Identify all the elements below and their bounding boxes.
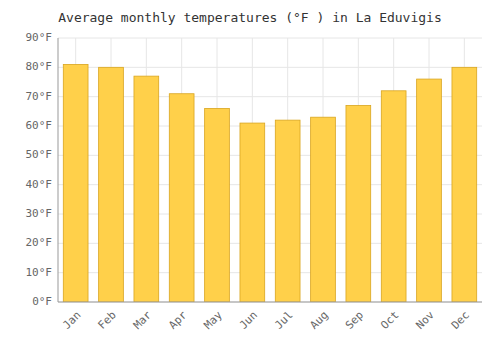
x-tick-label: Jul xyxy=(272,309,295,332)
x-tick-label: Mar xyxy=(131,308,155,332)
bar xyxy=(205,108,230,302)
bar xyxy=(240,123,265,302)
y-grid-line xyxy=(58,302,482,303)
y-axis-line xyxy=(58,38,59,302)
x-tick-label: Oct xyxy=(378,309,401,332)
x-tick-label: Sep xyxy=(343,309,366,332)
chart-root: 0°F 10°F 20°F 30°F 40°F 50°F 60°F 70°F 80°F 90°F J… xyxy=(0,0,500,350)
bar xyxy=(311,117,336,302)
bar xyxy=(417,79,442,302)
bar xyxy=(452,67,477,302)
grid xyxy=(58,38,482,302)
x-tick-label: Apr xyxy=(166,308,190,332)
x-tick-label: Nov xyxy=(414,308,438,332)
bar xyxy=(134,76,159,302)
bar xyxy=(169,94,194,302)
y-tick-label: 70°F xyxy=(26,90,53,103)
y-tick-label: 90°F xyxy=(26,31,53,44)
x-tick-label: May xyxy=(202,308,226,332)
y-tick-label: 50°F xyxy=(26,148,53,161)
bars xyxy=(63,64,476,302)
y-tick-label: 10°F xyxy=(26,266,53,279)
bar xyxy=(63,64,88,302)
y-grid-line xyxy=(58,38,482,39)
y-tick-label: 30°F xyxy=(26,207,53,220)
y-tick-label: 60°F xyxy=(26,119,53,132)
y-tick-label: 20°F xyxy=(26,236,53,249)
bar xyxy=(275,120,300,302)
x-tick-label: Jun xyxy=(237,309,260,332)
bar xyxy=(381,91,406,302)
y-tick-label: 40°F xyxy=(26,178,53,191)
chart: 0°F 10°F 20°F 30°F 40°F 50°F 60°F 70°F 80°F 90°F J… xyxy=(0,0,500,350)
bar xyxy=(346,105,371,302)
y-tick-label: 0°F xyxy=(32,295,52,308)
y-tick-label: 80°F xyxy=(26,60,53,73)
x-tick-label: Aug xyxy=(308,309,331,332)
x-tick-label: Feb xyxy=(96,309,119,332)
x-tick-label: Jan xyxy=(60,309,83,332)
x-axis-line xyxy=(58,302,482,303)
title: Average monthly temperatures (°F ) in La… xyxy=(58,10,442,25)
bar xyxy=(99,67,124,302)
x-tick-label: Dec xyxy=(449,309,472,332)
